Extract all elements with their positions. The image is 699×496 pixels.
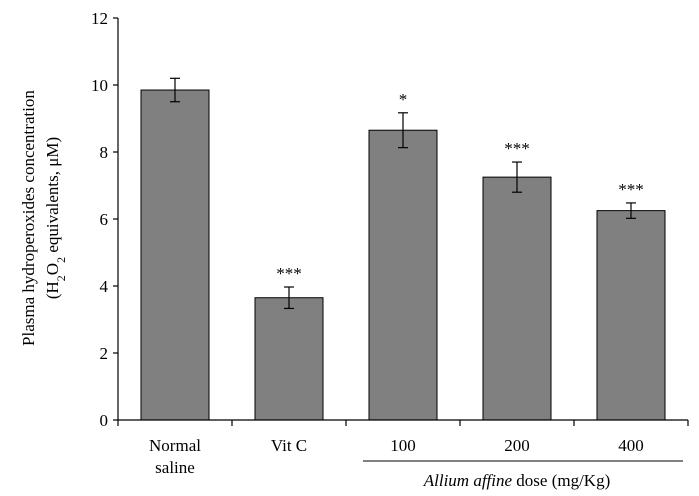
y-tick-label: 4 bbox=[100, 277, 109, 296]
y-axis-title-line2: (H2O2 equivalents, μM) bbox=[43, 137, 68, 299]
bar bbox=[254, 297, 324, 421]
bar bbox=[368, 129, 438, 421]
y-tick-label: 8 bbox=[100, 143, 109, 162]
significance-labels-group: ********** bbox=[276, 90, 644, 283]
error-bar bbox=[626, 202, 636, 219]
bar bbox=[140, 89, 210, 421]
x-tick-label: 200 bbox=[504, 436, 530, 455]
y-ticks-group: 0 2 4 6 8 10 12 bbox=[91, 9, 118, 430]
x-tick-label: 100 bbox=[390, 436, 416, 455]
significance-label: *** bbox=[504, 139, 530, 158]
y-axis-title-line1: Plasma hydroperoxides concentration bbox=[19, 90, 38, 346]
y-tick-label: 6 bbox=[100, 210, 109, 229]
y-tick-label: 12 bbox=[91, 9, 108, 28]
error-bar bbox=[284, 286, 294, 310]
x-tick-label: Vit C bbox=[271, 436, 307, 455]
significance-label: *** bbox=[618, 180, 644, 199]
y-tick-label: 0 bbox=[100, 411, 109, 430]
y-axis-title: Plasma hydroperoxides concentration (H2O… bbox=[19, 90, 68, 346]
error-bar bbox=[170, 77, 180, 103]
x-tick-label: Normal saline bbox=[149, 436, 201, 477]
x-category-labels-group: Normal saline Vit C 100 200 400 bbox=[149, 436, 644, 477]
x-axis-title: Allium affine dose (mg/Kg) bbox=[423, 471, 611, 490]
error-bars-group bbox=[170, 77, 636, 310]
significance-label: * bbox=[399, 90, 408, 109]
significance-label: *** bbox=[276, 264, 302, 283]
bar bbox=[596, 210, 666, 421]
error-bar bbox=[398, 112, 408, 149]
y-tick-label: 10 bbox=[91, 76, 108, 95]
x-tick-label: 400 bbox=[618, 436, 644, 455]
bar bbox=[482, 176, 552, 421]
y-tick-label: 2 bbox=[100, 344, 109, 363]
x-ticks-group bbox=[117, 420, 689, 426]
error-bar bbox=[512, 161, 522, 193]
